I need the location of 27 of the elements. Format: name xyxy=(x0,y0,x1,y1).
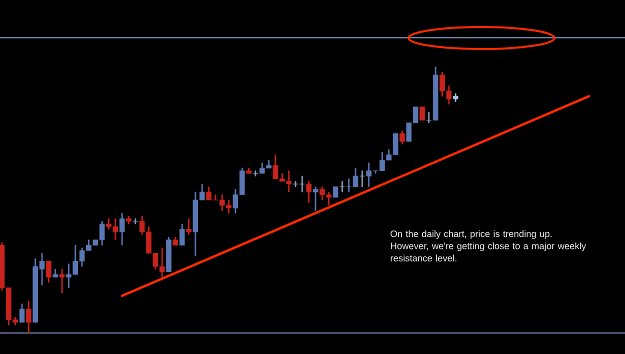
candlestick xyxy=(312,186,318,211)
candlestick xyxy=(166,236,172,272)
candlestick xyxy=(306,181,312,203)
candlestick xyxy=(59,268,65,294)
candlestick xyxy=(432,66,438,120)
candlestick xyxy=(46,260,52,283)
candlestick xyxy=(420,106,425,120)
candlestick xyxy=(119,213,125,246)
candlestick xyxy=(252,170,258,176)
candlestick xyxy=(426,112,432,124)
candlestick xyxy=(172,236,178,246)
annotation: On the daily chart, price is trending up. However, we're getting close to a major weekly resistance level. xyxy=(390,230,586,262)
candlestick xyxy=(292,181,298,187)
candlestick xyxy=(340,181,345,192)
candlestick xyxy=(452,93,458,102)
candlestick xyxy=(186,218,192,235)
candlestick xyxy=(19,303,25,323)
candlestick xyxy=(246,168,252,174)
candlestick xyxy=(400,130,405,144)
candlestick xyxy=(52,268,58,278)
candlestick xyxy=(126,216,132,224)
candlestick xyxy=(132,218,138,224)
candlestick xyxy=(360,170,365,187)
candlestick xyxy=(26,300,32,334)
candlestick xyxy=(332,186,338,198)
candlestick xyxy=(300,176,305,192)
candlestick xyxy=(179,224,185,246)
